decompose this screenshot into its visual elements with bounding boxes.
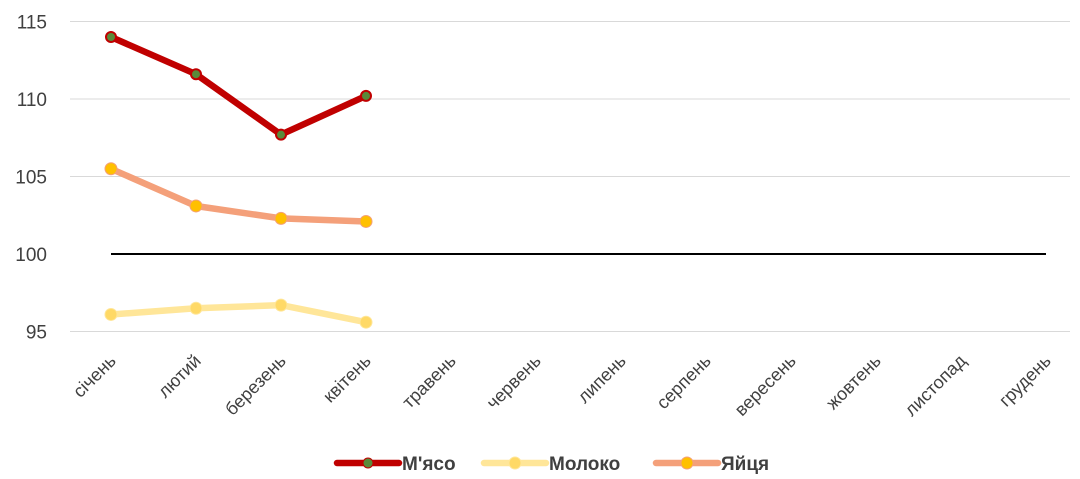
legend-label: Яйця [721,454,769,474]
x-tick-label: жовтень [822,351,885,414]
legend-label: Молоко [549,454,620,474]
x-tick-label: лютий [154,351,205,402]
y-tick-label: 95 [26,323,47,344]
legend: М'ясо Молоко Яйця [333,454,769,475]
y-axis: 95 100 105 110 115 [15,13,47,344]
data-point [189,301,203,315]
y-tick-label: 100 [15,245,47,266]
x-tick-label: липень [574,351,630,407]
data-point [274,211,288,225]
series-line [107,165,370,225]
data-point [275,128,287,141]
x-tick-label: листопад [901,350,971,420]
x-tick-label: березень [221,351,290,420]
legend-marker [680,456,694,470]
data-point [104,307,118,321]
series-line [107,301,370,326]
x-tick-label: січень [69,351,120,402]
data-point [104,162,118,176]
x-tick-label: квітень [319,351,375,407]
legend-item: Яйця [652,454,769,475]
data-point [360,89,372,102]
gridlines [70,21,1070,332]
x-tick-label: грудень [995,351,1055,411]
data-point [359,214,373,228]
data-point [274,298,288,312]
legend-marker [362,457,374,469]
data-point [190,68,202,81]
legend-marker [508,456,522,470]
data-point [105,31,117,43]
y-tick-label: 115 [17,13,47,34]
x-tick-label: травень [398,351,459,412]
data-point [189,199,203,213]
x-tick-label: червень [483,351,545,413]
legend-item: Молоко [480,454,620,475]
y-tick-label: 110 [17,90,47,111]
x-tick-label: вересень [731,351,800,420]
y-tick-label: 105 [15,168,47,189]
legend-label: М'ясо [402,454,456,474]
series-line [107,33,370,138]
legend-item: М'ясо [333,454,456,475]
x-tick-label: серпень [653,351,715,413]
series-group [104,31,373,329]
data-point [359,315,373,329]
x-axis: січень лютий березень квітень травень червень… [69,350,1055,420]
